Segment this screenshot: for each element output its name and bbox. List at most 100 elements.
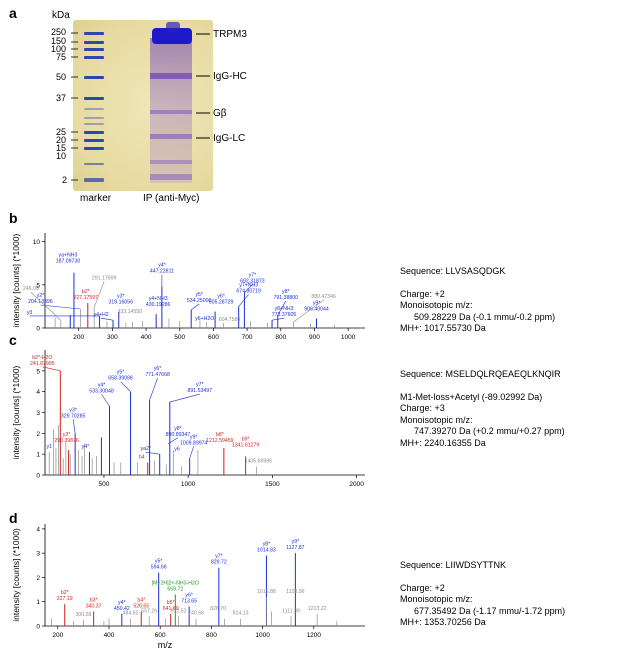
peak-leader-c-6 (169, 393, 200, 403)
lane-label-marker: marker (80, 193, 112, 204)
peak-label-c-9: b8* 1212.59459 (206, 432, 234, 444)
peak-label-c-6: y7* 891.53497 (188, 382, 213, 394)
panel-c-info: Sequence: MSELDQLRQEAEQLKNQIR M1-Met-los… (400, 369, 565, 449)
peak-label-d-4: y5* 594.66 (151, 559, 167, 571)
spectrum-b: 200 300 400 500 600 700 800 900 1000 0 5 10 intensit… (11, 233, 365, 341)
peak-label-c-16: y6 (174, 446, 180, 452)
sequence-c: Sequence: MSELDQLRQEAEQLKNQIR (400, 369, 561, 379)
peak-leader-b-20 (293, 299, 324, 323)
peak-leader-c-7 (167, 437, 179, 445)
x-tick-label-b-6: 800 (275, 334, 286, 341)
peak-leader-c-8 (189, 446, 194, 459)
peak-label-b-11: y5* 534.25000 (187, 292, 212, 304)
peak-label-b-12: y6* 605.28729 (209, 294, 234, 306)
x-tick-label-d-4: 1000 (255, 632, 270, 639)
peak-leader-c-14 (145, 451, 160, 455)
marker-label-100: 100 (51, 44, 67, 54)
peak-leader-c-1 (101, 394, 110, 407)
marker-label-250: 250 (51, 27, 67, 37)
peak-label-c-5: y6* 771.47668 (145, 366, 170, 378)
peak-label-d-9: y8* 1014.83 (257, 542, 276, 554)
peak-label-d-1: b3* 340.37 (86, 597, 102, 609)
peak-label-d-14: 484.62 (123, 611, 139, 617)
peak-label-c-13: y4* (82, 444, 90, 450)
peak-label-b-0: ya+NH3 187.09730 (56, 253, 81, 265)
peak-label-d-6: [M+2H]2+-NH3-H2O 659.72 (152, 580, 199, 592)
peak-label-c-10: b9* 1341.61279 (232, 436, 260, 448)
x-tick-label-b-4: 600 (208, 334, 219, 341)
peak-label-d-2: y4* 450.42 (114, 600, 130, 612)
marker-label-2: 2 (62, 175, 68, 185)
peak-label-b-7: y4+H2 (93, 312, 108, 318)
band-label-igg-hc: IgG-HC (213, 71, 247, 82)
panel-b-info: Sequence: LLVSASQDGK Charge: +2 Monoisot… (400, 266, 555, 335)
x-tick-label-c-3: 2000 (349, 481, 364, 488)
kda-unit-label: kDa (52, 10, 70, 21)
peak-label-b-15: y7+NH3 674.30719 (236, 282, 261, 294)
band-label-igg-lc: IgG-LC (213, 133, 246, 144)
x-tick-label-c-1: 1000 (181, 481, 196, 488)
peak-label-c-4: y5* 658.39098 (108, 370, 133, 382)
y-tick-label-c-0: 0 (36, 473, 40, 480)
y-tick-label-c-5: 5 (36, 368, 40, 375)
panel-d-label: d (9, 510, 18, 526)
peak-label-d-17: 740.66 (188, 611, 204, 617)
peak-label-b-19: y9* 906.40044 (304, 301, 329, 313)
peak-leader-c-0 (42, 366, 61, 372)
peak-label-c-3: y3* 290.39876 (54, 432, 79, 444)
y-tick-label-d-4: 4 (36, 526, 40, 533)
peak-label-d-18: 826.70 (210, 606, 226, 612)
peak-leader-c-5 (149, 377, 158, 401)
y-tick-label-b-0: 0 (36, 326, 40, 333)
peak-label-b-6: y3* 319.16056 (109, 294, 134, 306)
mh-c: MH+: 2240.16355 Da (400, 437, 486, 448)
peak-leader-b-15 (238, 294, 249, 307)
y-tick-label-c-1: 1 (36, 452, 40, 459)
peak-label-b-5: 246.05 (23, 286, 39, 292)
peak-leader-c-4 (120, 381, 131, 392)
x-axis-title-d: m/z (158, 640, 173, 650)
peak-label-c-15: b4 (139, 455, 145, 461)
x-tick-label-d-3: 800 (206, 632, 217, 639)
panel-d-info: Sequence: LIIWDSYTTNK Charge: +2 Monoiso… (400, 560, 565, 629)
x-tick-label-d-5: 1200 (307, 632, 322, 639)
marker-label-15: 15 (56, 143, 67, 153)
peak-label-d-10: y9* 1127.87 (286, 539, 304, 551)
peak-label-b-18: y8+NH3 773.37605 (272, 306, 297, 318)
x-tick-label-b-7: 900 (309, 334, 320, 341)
y-tick-label-b-1: 5 (36, 282, 40, 289)
mono-label-c: Monoisotopic m/z: (400, 414, 473, 425)
y-tick-label-c-4: 4 (36, 389, 40, 396)
peak-label-d-0: b2* 227.19 (57, 590, 73, 602)
peak-label-b-3: y3 (27, 310, 33, 316)
peak-label-b-4: 291.17699 (92, 275, 117, 281)
charge-d: Charge: +2 (400, 582, 445, 593)
peak-label-c-12: y1 (46, 444, 52, 450)
lane-label-ip: IP (anti-Myc) (143, 193, 200, 204)
peak-label-c-2: y3* 329.70285 (61, 407, 86, 419)
x-tick-label-b-8: 1000 (341, 334, 356, 341)
peak-label-c-11: 1405.69986 (245, 459, 273, 465)
marker-label-150: 150 (51, 36, 67, 46)
x-tick-label-d-2: 600 (155, 632, 166, 639)
peak-label-c-7: y8* 890.89347 (166, 426, 191, 438)
peak-label-d-16: 672.52 (171, 608, 187, 614)
peak-label-b-10: y4+NH3 430.19286 (146, 296, 171, 308)
marker-label-10: 10 (56, 151, 67, 161)
mono-value-d: 677.35492 Da (-1.17 mmu/-1.72 ppm) (414, 605, 566, 616)
x-tick-label-c-2: 1500 (265, 481, 280, 488)
sequence-b: Sequence: LLVSASQDGK (400, 266, 506, 276)
y-tick-label-c-2: 2 (36, 431, 40, 438)
x-tick-label-c-0: 500 (99, 481, 110, 488)
peak-leader-c-2 (72, 419, 76, 434)
panel-b-label: b (9, 210, 18, 226)
marker-label-20: 20 (56, 135, 67, 145)
peak-label-d-12: 1128.96 (286, 589, 304, 595)
peak-leader-b-17 (277, 300, 287, 316)
charge-c: Charge: +3 (400, 403, 445, 413)
y-axis-title-b: intensity [counts] (*1000) (11, 234, 21, 328)
mono-value-c: 747.39270 Da (+0.2 mmu/+0.27 ppm) (414, 426, 565, 436)
spectrum-d: 200 400 600 800 1000 1200 0 1 2 3 4 intensity [coun… (11, 524, 365, 650)
peak-label-d-13: 300.28 (75, 612, 91, 618)
x-tick-label-b-0: 200 (73, 334, 84, 341)
